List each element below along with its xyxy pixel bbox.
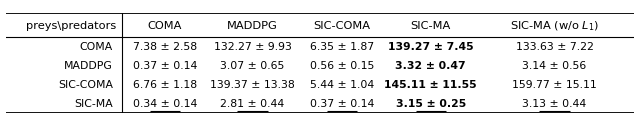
Text: MADDPG: MADDPG bbox=[64, 61, 113, 71]
Text: preys\predators: preys\predators bbox=[26, 21, 116, 31]
Text: 2.81 ± 0.44: 2.81 ± 0.44 bbox=[220, 98, 285, 108]
Text: 6.35 ± 1.87: 6.35 ± 1.87 bbox=[310, 42, 374, 52]
Text: 7.38 ± 2.58: 7.38 ± 2.58 bbox=[132, 42, 197, 52]
Text: SIC-COMA: SIC-COMA bbox=[58, 80, 113, 89]
Text: SIC-MA: SIC-MA bbox=[411, 21, 451, 31]
Text: COMA: COMA bbox=[148, 21, 182, 31]
Text: 0.34 ± 0.14: 0.34 ± 0.14 bbox=[132, 98, 197, 108]
Text: COMA: COMA bbox=[80, 42, 113, 52]
Text: 0.37 ± 0.14: 0.37 ± 0.14 bbox=[310, 98, 374, 108]
Text: 159.77 ± 15.11: 159.77 ± 15.11 bbox=[512, 80, 597, 89]
Text: 6.76 ± 1.18: 6.76 ± 1.18 bbox=[132, 80, 197, 89]
Text: 0.56 ± 0.15: 0.56 ± 0.15 bbox=[310, 61, 374, 71]
Text: 133.63 ± 7.22: 133.63 ± 7.22 bbox=[516, 42, 593, 52]
Text: SIC-MA (w/o $L_1$): SIC-MA (w/o $L_1$) bbox=[510, 19, 599, 32]
Text: 132.27 ± 9.93: 132.27 ± 9.93 bbox=[214, 42, 291, 52]
Text: 145.11 ± 11.55: 145.11 ± 11.55 bbox=[385, 80, 477, 89]
Text: 5.44 ± 1.04: 5.44 ± 1.04 bbox=[310, 80, 374, 89]
Text: 3.07 ± 0.65: 3.07 ± 0.65 bbox=[220, 61, 285, 71]
Text: 3.15 ± 0.25: 3.15 ± 0.25 bbox=[396, 98, 466, 108]
Text: 139.37 ± 13.38: 139.37 ± 13.38 bbox=[210, 80, 295, 89]
Text: MADDPG: MADDPG bbox=[227, 21, 278, 31]
Text: 139.27 ± 7.45: 139.27 ± 7.45 bbox=[388, 42, 474, 52]
Text: 3.14 ± 0.56: 3.14 ± 0.56 bbox=[522, 61, 587, 71]
Text: SIC-MA: SIC-MA bbox=[74, 98, 113, 108]
Text: SIC-COMA: SIC-COMA bbox=[314, 21, 371, 31]
Text: 3.32 ± 0.47: 3.32 ± 0.47 bbox=[396, 61, 466, 71]
Text: 3.13 ± 0.44: 3.13 ± 0.44 bbox=[522, 98, 587, 108]
Text: 0.37 ± 0.14: 0.37 ± 0.14 bbox=[132, 61, 197, 71]
